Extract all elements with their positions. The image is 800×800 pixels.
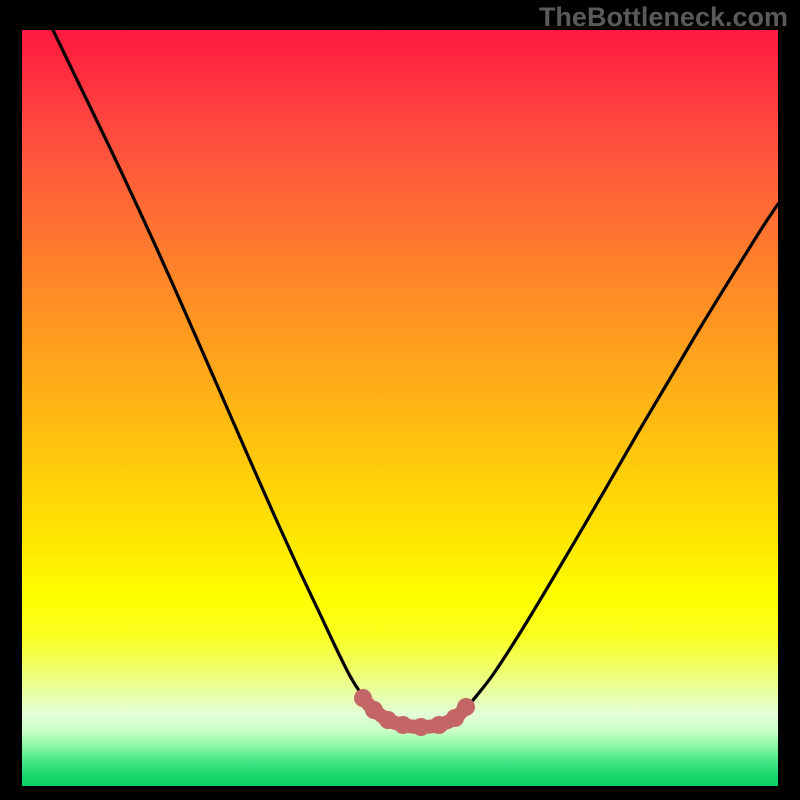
chart-overlay-svg [0,0,800,800]
bottom-marker-dot [394,716,412,734]
bottom-marker-dot [430,716,448,734]
bottom-marker-dot [457,698,475,716]
bottleneck-curve [53,30,778,726]
bottom-marker-dot [412,718,430,736]
